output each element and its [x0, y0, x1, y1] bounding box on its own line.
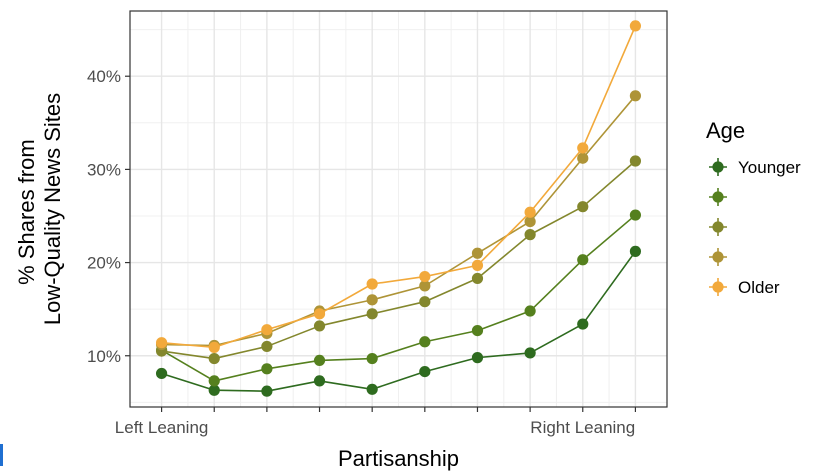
- data-point: [471, 247, 484, 259]
- x-axis-title: Partisanship: [338, 446, 459, 471]
- legend-keys: Younger Older: [709, 158, 801, 297]
- x-tick-label: Left Leaning: [115, 418, 209, 437]
- data-point: [208, 352, 220, 365]
- data-point: [261, 363, 273, 375]
- data-point: [629, 90, 642, 102]
- data-point: [419, 280, 431, 292]
- data-point: [313, 308, 326, 320]
- series-line: [161, 160, 636, 360]
- data-point: [524, 305, 536, 317]
- legend-key-5: Older: [709, 278, 780, 297]
- series-line: [161, 95, 637, 347]
- data-point: [313, 375, 326, 387]
- data-point: [471, 324, 484, 337]
- series-line: [161, 214, 636, 382]
- data-point: [261, 340, 273, 353]
- y-axis: 10% 20% 30% 40%: [87, 67, 130, 366]
- data-point: [629, 20, 642, 32]
- data-point: [208, 375, 220, 387]
- major-gridlines: [130, 11, 667, 407]
- data-point: [577, 152, 589, 164]
- minor-gridlines: [130, 11, 667, 407]
- data-point: [155, 337, 168, 349]
- legend-key-1: Younger: [709, 158, 801, 177]
- series-5: [155, 20, 642, 353]
- legend-key-point: [712, 251, 724, 263]
- data-point: [629, 155, 642, 167]
- series-line: [161, 25, 637, 349]
- data-point: [208, 341, 220, 353]
- data-point: [471, 352, 484, 364]
- data-point: [524, 229, 536, 241]
- legend-key-4: [709, 248, 727, 266]
- data-point: [366, 383, 378, 395]
- legend-key-point: [712, 191, 724, 203]
- y-axis-title-line-2: Low-Quality News Sites: [40, 93, 65, 325]
- data-point: [261, 385, 273, 397]
- legend-key-2: [709, 188, 727, 206]
- legend-label: Younger: [738, 158, 801, 177]
- data-point: [366, 294, 378, 306]
- data-point: [471, 259, 484, 271]
- data-point: [577, 318, 589, 330]
- data-point: [419, 336, 431, 348]
- x-axis: Left Leaning Right Leaning: [115, 407, 637, 437]
- data-point: [577, 201, 589, 213]
- data-point: [366, 278, 378, 290]
- data-point: [577, 254, 589, 266]
- data-point: [629, 245, 642, 257]
- data-point: [419, 365, 431, 378]
- plot-panel-border: [129, 10, 668, 408]
- data-point: [208, 384, 220, 396]
- y-axis-title: % Shares from Low-Quality News Sites: [14, 93, 65, 325]
- data-point: [524, 347, 536, 359]
- data-point: [313, 320, 326, 332]
- data-point: [629, 209, 642, 221]
- data-point: [313, 354, 326, 367]
- edge-indicator: [0, 444, 3, 466]
- data-point: [366, 308, 378, 320]
- data-point: [419, 296, 431, 308]
- series-layer: [155, 20, 642, 397]
- data-point: [155, 367, 168, 380]
- legend-title: Age: [706, 118, 745, 143]
- y-tick-label: 40%: [87, 67, 121, 86]
- data-point: [577, 142, 589, 154]
- y-tick-label: 20%: [87, 254, 121, 273]
- legend-label: Older: [738, 278, 780, 297]
- data-point: [261, 324, 273, 336]
- data-point: [524, 215, 536, 228]
- y-axis-title-line-1: % Shares from: [14, 139, 39, 285]
- data-point: [419, 270, 431, 283]
- data-point: [524, 206, 536, 218]
- y-tick-label: 30%: [87, 160, 121, 179]
- x-tick-label: Right Leaning: [530, 418, 635, 437]
- data-point: [471, 272, 484, 285]
- legend-key-point: [712, 281, 724, 293]
- legend-key-point: [712, 221, 724, 233]
- legend: Age Younger Older: [706, 118, 801, 297]
- series-line: [161, 250, 637, 392]
- legend-key-3: [709, 218, 727, 236]
- data-point: [366, 352, 378, 365]
- series-1: [155, 245, 642, 397]
- y-tick-label: 10%: [87, 347, 121, 366]
- legend-key-point: [712, 161, 724, 173]
